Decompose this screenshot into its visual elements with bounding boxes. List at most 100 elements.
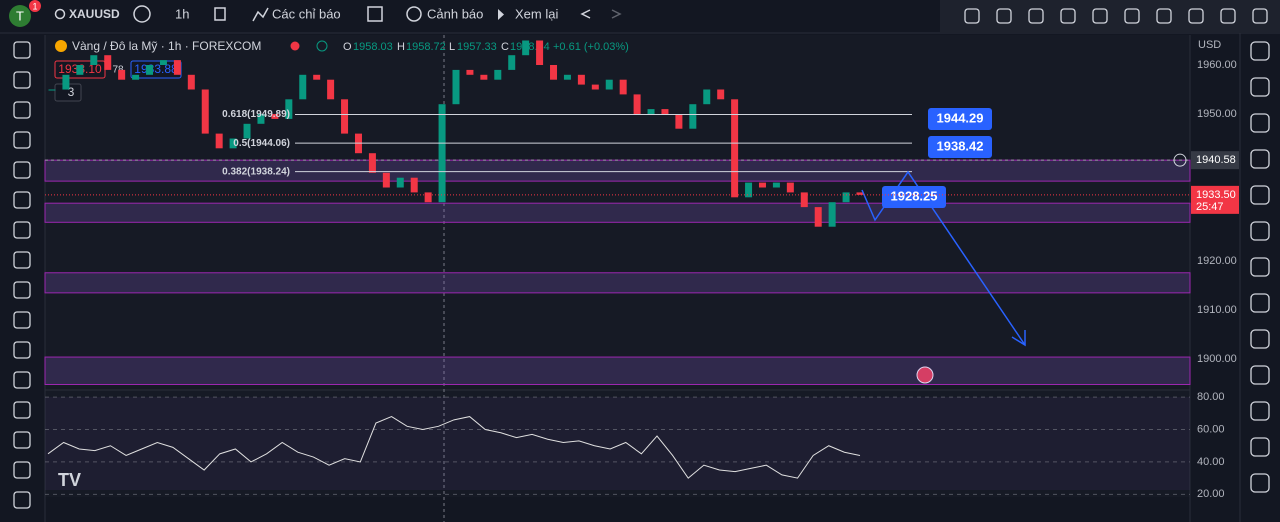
ohlc-label: C [501,41,509,53]
tool-button[interactable] [13,221,31,239]
candle [647,109,655,115]
interval-button[interactable]: 1h [175,6,189,21]
tool-button[interactable] [13,131,31,149]
candle [410,177,418,193]
price-zone [44,202,1191,223]
candle [772,182,780,188]
candle [146,65,154,75]
legend-title: Vàng / Đô la Mỹ · 1h · FOREXCOM [72,39,261,53]
replay-icon [498,9,504,20]
side-button[interactable] [1250,113,1270,133]
candle [285,99,293,119]
symbol-search[interactable]: XAUUSD [69,7,120,21]
side-button[interactable] [1250,329,1270,349]
candle [591,84,599,90]
layouts-button[interactable] [367,6,383,22]
tool-button[interactable] [13,371,31,389]
tool-button[interactable] [13,401,31,419]
candle [104,55,112,70]
drawing-toolbar [940,0,1280,33]
candle [382,172,390,188]
candle [731,99,739,198]
add-level-button[interactable] [1173,153,1187,167]
candle [62,74,70,90]
event-flag[interactable] [916,366,934,384]
indicators-button[interactable]: Các chỉ báo [272,6,341,21]
chart-type[interactable] [214,7,226,21]
tool-button[interactable] [13,251,31,269]
tool-button[interactable] [13,311,31,329]
candle [132,74,140,80]
candle [717,89,725,100]
candle [605,79,613,90]
rsi-band [45,397,1190,490]
drawing-tool[interactable] [1252,8,1268,24]
candle [703,89,711,105]
drawing-tool[interactable] [1220,8,1236,24]
add-symbol[interactable] [133,5,151,23]
drawing-tool[interactable] [1156,8,1172,24]
avatar[interactable] [9,5,31,27]
tv-logo: TV [58,470,81,490]
arrow-head [1011,330,1026,347]
tool-button[interactable] [13,71,31,89]
price-callout [928,136,992,158]
drawing-tool[interactable] [1092,8,1108,24]
tool-button[interactable] [13,101,31,119]
badge-count: 1 [32,1,37,11]
drawing-tool[interactable] [1124,8,1140,24]
candle [786,182,794,193]
candle [745,182,753,198]
replay-button[interactable]: Xem lại [515,6,558,21]
tool-button[interactable] [13,341,31,359]
alerts-button[interactable]: Cảnh báo [427,6,483,21]
ohlc-value: 1958.72 [406,41,446,53]
side-button[interactable] [1250,401,1270,421]
candle [452,69,460,105]
drawing-tool[interactable] [1028,8,1044,24]
side-button[interactable] [1250,257,1270,277]
candle [480,74,488,80]
side-button[interactable] [1250,77,1270,97]
tool-button[interactable] [13,491,31,509]
candle [494,69,502,80]
side-button[interactable] [1250,149,1270,169]
tool-button[interactable] [13,161,31,179]
side-button[interactable] [1250,185,1270,205]
drawing-tool[interactable] [996,8,1012,24]
redo-button[interactable] [611,9,622,19]
tool-button[interactable] [13,41,31,59]
drawing-tool[interactable] [1188,8,1204,24]
tool-button[interactable] [13,281,31,299]
side-button[interactable] [1250,365,1270,385]
side-button[interactable] [1250,473,1270,493]
tool-button[interactable] [13,431,31,449]
candle [159,60,167,66]
candle [619,79,627,95]
candle [215,133,223,149]
countdown: 25:47 [1196,201,1224,213]
tool-button[interactable] [13,191,31,209]
market-status [290,41,300,51]
candle [522,40,530,56]
side-button[interactable] [1250,41,1270,61]
ohlc-value: 1958.03 [353,41,393,53]
buy-box[interactable] [130,60,182,79]
ohlc-label: O [343,41,352,53]
price-callout [882,186,946,208]
eye-icon[interactable] [316,40,328,52]
candle [76,65,84,75]
candle [800,192,808,208]
side-button[interactable] [1250,293,1270,313]
ohlc-label: L [449,41,455,53]
side-button[interactable] [1250,221,1270,241]
candle [842,192,850,203]
drawing-tool[interactable] [1060,8,1076,24]
side-button[interactable] [1250,437,1270,457]
tool-button[interactable] [13,461,31,479]
rsi-line [47,416,861,479]
undo-button[interactable] [580,9,591,19]
search-icon [54,8,66,20]
drawing-tool[interactable] [964,8,980,24]
